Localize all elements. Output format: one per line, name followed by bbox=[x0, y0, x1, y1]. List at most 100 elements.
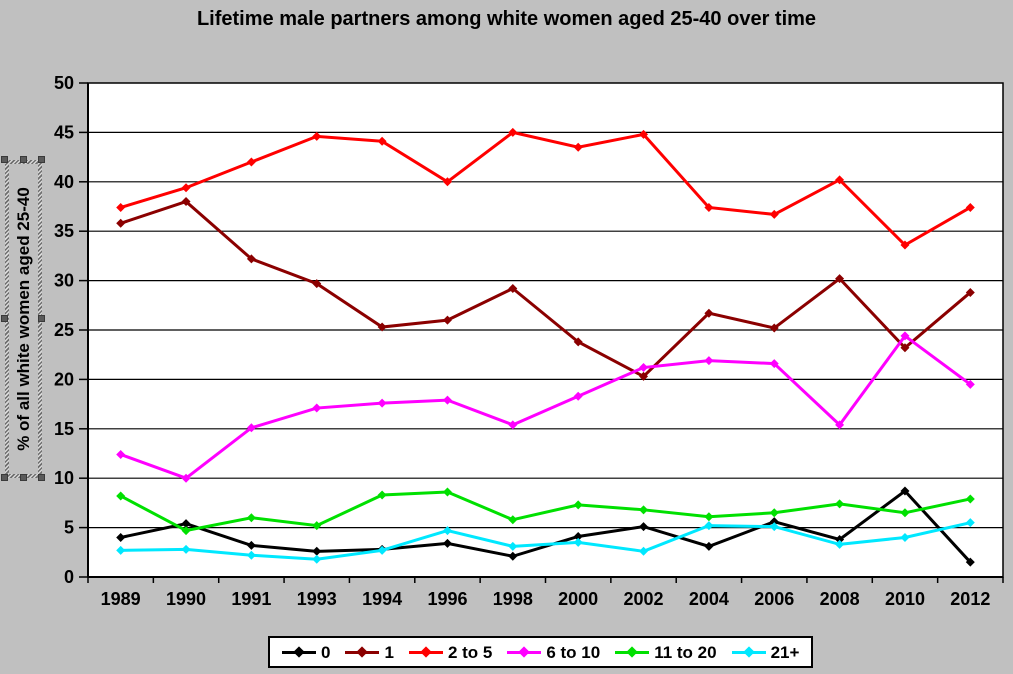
series-marker-0 bbox=[442, 538, 452, 548]
series-marker-0 bbox=[704, 541, 714, 551]
series-marker-21+ bbox=[965, 518, 975, 528]
series-marker-11 to 20 bbox=[573, 500, 583, 510]
legend-item-1[interactable]: 1 bbox=[345, 642, 394, 662]
series-line-1[interactable] bbox=[120, 199, 972, 379]
series-marker-2 to 5 bbox=[769, 209, 779, 219]
y-axis-tick-label: 35 bbox=[54, 221, 74, 241]
series-marker-21+ bbox=[900, 532, 910, 542]
legend-line-swatch bbox=[408, 645, 443, 658]
y-axis-tick-label: 10 bbox=[54, 468, 74, 488]
series-marker-11 to 20 bbox=[377, 490, 387, 500]
selection-handle[interactable] bbox=[19, 474, 27, 481]
series-marker-2 to 5 bbox=[835, 175, 845, 185]
series-marker-1 bbox=[639, 371, 649, 381]
series-marker-21+ bbox=[573, 537, 583, 547]
series-marker-0 bbox=[508, 551, 518, 561]
x-axis-label: 1998 bbox=[493, 589, 533, 609]
series-marker-1 bbox=[181, 197, 191, 207]
series-marker-0 bbox=[181, 519, 191, 529]
x-axis-label: 2000 bbox=[558, 589, 598, 609]
series-marker-2 to 5 bbox=[442, 177, 452, 187]
series-marker-11 to 20 bbox=[181, 526, 191, 536]
y-axis-tick-label: 45 bbox=[54, 122, 74, 142]
series-marker-11 to 20 bbox=[900, 508, 910, 518]
series-marker-11 to 20 bbox=[835, 499, 845, 509]
legend-marker-icon bbox=[626, 645, 638, 658]
series-marker-6 to 10 bbox=[769, 359, 779, 369]
series-marker-6 to 10 bbox=[377, 398, 387, 408]
x-axis-label: 1993 bbox=[297, 589, 337, 609]
series-marker-0 bbox=[312, 546, 322, 556]
series-marker-6 to 10 bbox=[246, 423, 256, 433]
y-axis-tick-label: 20 bbox=[54, 369, 74, 389]
series-marker-21+ bbox=[181, 544, 191, 554]
selection-handle[interactable] bbox=[38, 315, 45, 322]
legend-item-6 to 10[interactable]: 6 to 10 bbox=[507, 644, 600, 661]
series-marker-2 to 5 bbox=[704, 202, 714, 212]
x-axis-label: 2010 bbox=[885, 589, 925, 609]
legend-line-swatch bbox=[731, 645, 766, 658]
legend-item-2 to 5[interactable]: 2 to 5 bbox=[408, 644, 492, 661]
y-axis-title[interactable]: % of all white women aged 25-40 bbox=[13, 187, 33, 451]
series-marker-11 to 20 bbox=[442, 487, 452, 497]
series-line-21+[interactable] bbox=[120, 521, 971, 561]
x-axis-label: 2012 bbox=[950, 589, 990, 609]
series-marker-11 to 20 bbox=[116, 491, 126, 501]
selection-handle[interactable] bbox=[19, 156, 27, 163]
selection-handle[interactable] bbox=[38, 156, 45, 163]
y-axis-title-selection-box[interactable]: % of all white women aged 25-40 bbox=[1, 156, 45, 481]
selection-handle[interactable] bbox=[1, 156, 8, 163]
series-marker-21+ bbox=[377, 545, 387, 555]
series-marker-11 to 20 bbox=[246, 513, 256, 523]
x-axis-label: 1991 bbox=[231, 589, 271, 609]
legend-line-swatch bbox=[345, 645, 380, 658]
series-marker-0 bbox=[116, 532, 126, 542]
series-marker-0 bbox=[639, 522, 649, 532]
x-axis-label: 2002 bbox=[624, 589, 664, 609]
legend[interactable]: 0 1 2 to 5 6 to 10 11 to 20 21+ bbox=[268, 636, 814, 668]
series-line-11 to 20[interactable] bbox=[119, 490, 971, 533]
series-marker-6 to 10 bbox=[639, 363, 649, 373]
y-axis-tick-label: 25 bbox=[54, 320, 74, 340]
chart-title[interactable]: Lifetime male partners among white women… bbox=[196, 8, 817, 30]
selection-handle[interactable] bbox=[38, 474, 45, 481]
legend-marker-icon bbox=[742, 645, 755, 658]
series-marker-1 bbox=[835, 274, 845, 284]
legend-item-21+[interactable]: 21+ bbox=[731, 642, 800, 662]
series-marker-2 to 5 bbox=[900, 240, 910, 250]
legend-item-label: 21+ bbox=[770, 642, 800, 662]
series-marker-1 bbox=[508, 284, 518, 294]
legend-marker-icon bbox=[518, 645, 531, 658]
legend-item-0[interactable]: 0 bbox=[282, 644, 330, 661]
series-marker-1 bbox=[116, 218, 126, 228]
series-marker-0 bbox=[965, 557, 975, 567]
series-marker-11 to 20 bbox=[704, 512, 714, 522]
series-marker-6 to 10 bbox=[442, 395, 452, 405]
series-marker-21+ bbox=[116, 545, 126, 555]
series-marker-0 bbox=[246, 540, 256, 550]
legend-item-11 to 20[interactable]: 11 to 20 bbox=[615, 642, 717, 662]
series-marker-2 to 5 bbox=[508, 127, 518, 137]
series-marker-21+ bbox=[835, 539, 845, 549]
series-marker-11 to 20 bbox=[965, 494, 975, 504]
legend-item-label: 1 bbox=[384, 642, 394, 662]
y-axis-tick-label: 15 bbox=[54, 419, 74, 439]
series-marker-21+ bbox=[246, 550, 256, 560]
legend-marker-icon bbox=[420, 645, 432, 658]
series-marker-6 to 10 bbox=[965, 379, 975, 389]
legend-item-label: 6 to 10 bbox=[546, 642, 601, 662]
selection-handle[interactable] bbox=[1, 474, 8, 481]
y-axis-tick-label: 40 bbox=[54, 172, 74, 192]
series-line-2 to 5[interactable] bbox=[120, 130, 972, 247]
x-axis-label: 1994 bbox=[362, 589, 402, 609]
x-axis-label: 1996 bbox=[427, 589, 467, 609]
selection-handle[interactable] bbox=[1, 315, 8, 322]
series-marker-1 bbox=[704, 308, 714, 318]
series-line-0[interactable] bbox=[120, 489, 972, 564]
series-marker-6 to 10 bbox=[181, 473, 191, 483]
series-marker-0 bbox=[573, 531, 583, 541]
legend-item-label: 11 to 20 bbox=[654, 642, 717, 662]
series-line-6 to 10[interactable] bbox=[120, 333, 972, 480]
